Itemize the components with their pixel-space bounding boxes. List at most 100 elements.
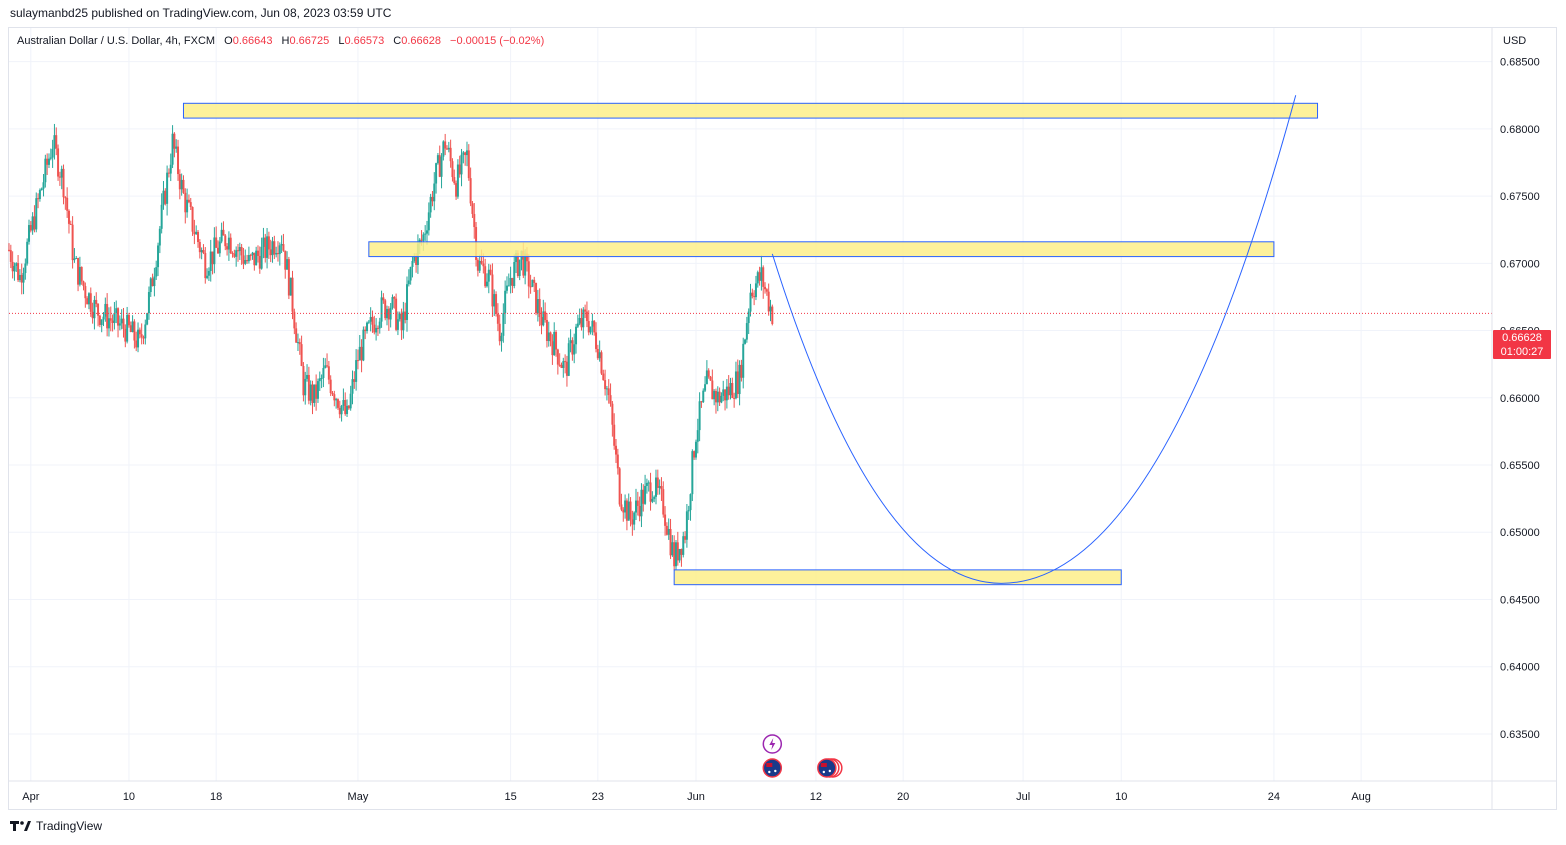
candle-body <box>327 366 330 380</box>
legend-change: −0.00015 (−0.02%) <box>450 35 545 47</box>
candle-body <box>186 199 189 213</box>
candle-body <box>714 390 717 403</box>
lightning-icon[interactable] <box>762 734 783 754</box>
candle-body <box>480 260 483 264</box>
last-price-tag: 0.66628 01:00:27 <box>1493 330 1551 359</box>
candle-body <box>664 514 667 526</box>
candle-body <box>140 334 143 338</box>
candle-body <box>624 500 627 513</box>
chart-frame[interactable] <box>8 27 1557 810</box>
candle-body <box>573 344 576 355</box>
candle-body <box>282 244 285 251</box>
time-tick-label: Apr <box>22 791 39 803</box>
candle-body <box>367 321 370 323</box>
candle-body <box>391 297 394 308</box>
support-resistance-zone[interactable] <box>368 241 1275 258</box>
candle-body <box>298 342 301 345</box>
candle-body <box>558 364 561 366</box>
candle-body <box>169 164 172 174</box>
candle-body <box>525 253 528 262</box>
candle-body <box>549 332 552 342</box>
candle-body <box>471 203 474 214</box>
candle-body <box>469 178 472 204</box>
candle-body <box>146 313 149 325</box>
candle-body <box>204 252 207 279</box>
candle-body <box>591 320 594 327</box>
legend-close-label: C <box>393 35 402 47</box>
candle-body <box>422 234 425 241</box>
candle-body <box>547 332 550 341</box>
candle-body <box>627 501 630 521</box>
candle-body <box>605 388 608 390</box>
candle-body <box>53 135 56 150</box>
candle-body <box>256 250 259 256</box>
candle-body <box>542 311 545 326</box>
candle-body <box>409 266 412 281</box>
candle-body <box>222 229 225 236</box>
candle-body <box>387 308 390 320</box>
support-resistance-zone[interactable] <box>673 569 1122 586</box>
candle-body <box>316 381 319 399</box>
candle-body <box>629 501 632 520</box>
candle-body <box>369 316 372 322</box>
candle-body <box>73 258 76 261</box>
candle-body <box>255 250 258 266</box>
candle-body <box>207 271 210 276</box>
candle-body <box>187 199 190 203</box>
australia-flag-icon[interactable] <box>817 758 843 778</box>
candle-body <box>287 259 290 296</box>
candle-body <box>482 263 485 267</box>
tradingview-logo[interactable]: TradingView <box>10 819 102 833</box>
candle-body <box>673 542 676 567</box>
candle-body <box>467 150 470 179</box>
candle-body <box>742 343 745 378</box>
australia-flag-icon[interactable] <box>762 758 783 778</box>
candle-body <box>33 216 36 230</box>
candle-body <box>684 536 687 540</box>
candle-body <box>135 340 138 348</box>
candle-body <box>529 286 532 288</box>
candle-body <box>762 267 765 287</box>
candle-body <box>77 258 80 285</box>
candle-body <box>442 141 445 157</box>
candle-body <box>393 297 396 299</box>
candle-body <box>102 316 105 320</box>
candle-body <box>333 394 336 401</box>
candle-body <box>491 274 494 307</box>
candle-body <box>615 445 618 455</box>
support-resistance-zone[interactable] <box>182 102 1319 119</box>
candle-body <box>224 235 227 247</box>
candle-body <box>618 468 621 505</box>
candle-body <box>693 451 696 458</box>
time-tick-label: 20 <box>897 791 909 803</box>
candle-body <box>200 250 203 253</box>
time-tick-label: Jul <box>1016 791 1030 803</box>
candle-body <box>585 311 588 322</box>
candle-body <box>38 190 41 200</box>
candle-body <box>349 393 352 409</box>
zones <box>182 102 1319 586</box>
candle-body <box>382 297 385 301</box>
candle-body <box>280 244 283 246</box>
candle-body <box>197 231 200 243</box>
candle-body <box>47 158 50 165</box>
candle-body <box>702 390 705 403</box>
candle-body <box>513 262 516 286</box>
candle-body <box>273 241 276 255</box>
candle-body <box>175 146 178 149</box>
candle-body <box>464 152 467 156</box>
candle-body <box>598 352 601 359</box>
candle-body <box>315 384 318 399</box>
candle-body <box>600 352 603 374</box>
candle-body <box>498 323 501 342</box>
candle-body <box>765 289 768 292</box>
candle-body <box>118 323 121 326</box>
candle-body <box>376 327 379 329</box>
price-tick-label: 0.66000 <box>1500 393 1540 405</box>
candle-body <box>91 311 94 319</box>
candle-body <box>509 277 512 286</box>
candle-body <box>244 260 247 264</box>
candle-body <box>342 400 345 406</box>
candle-body <box>402 311 405 331</box>
